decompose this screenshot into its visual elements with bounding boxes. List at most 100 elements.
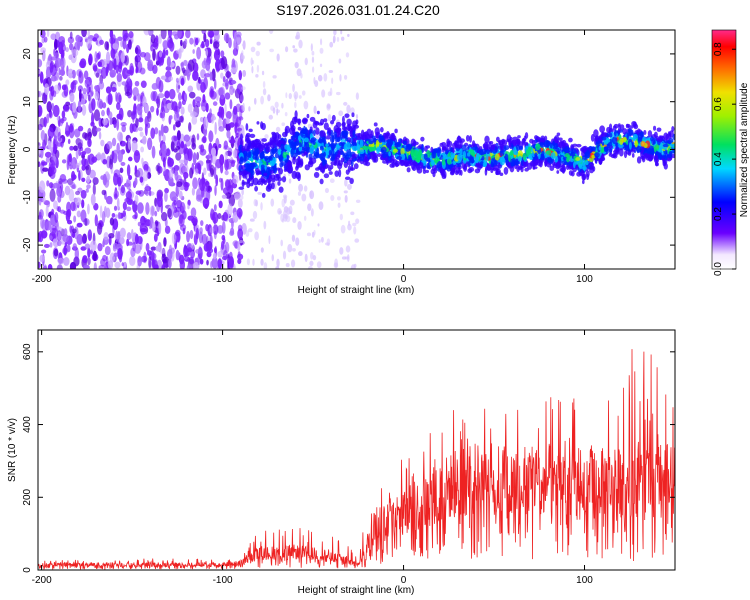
heatmap-cell — [38, 232, 42, 243]
heatmap-cell — [661, 154, 667, 159]
heatmap-cell — [329, 178, 335, 183]
heatmap-cell — [278, 186, 284, 193]
heatmap-cell — [407, 154, 411, 161]
colorbar: 0.0 0.2 0.4 0.6 0.8 Normalized spectral ampl… — [711, 29, 750, 276]
heatmap-cell — [351, 153, 358, 159]
heatmap-cell — [469, 149, 475, 156]
heatmap-cell — [297, 118, 301, 126]
heatmap-cell — [176, 181, 183, 188]
heatmap-cell — [254, 168, 260, 173]
heatmap-cell — [276, 53, 280, 62]
heatmap-cell — [340, 30, 343, 35]
heatmap-cell — [121, 124, 126, 133]
heatmap-cell — [54, 52, 60, 60]
snr-line — [38, 349, 675, 570]
heatmap-cell — [197, 162, 201, 171]
heatmap-cell — [38, 104, 43, 117]
heatmap-cell — [176, 130, 181, 141]
heatmap-cell — [352, 222, 357, 227]
heatmap-cell — [115, 64, 119, 74]
heatmap-cell — [186, 148, 193, 162]
heatmap-cell — [184, 181, 188, 187]
heatmap-cell — [561, 163, 565, 170]
heatmap-cell — [303, 100, 309, 110]
heatmap-cell — [325, 242, 330, 246]
heatmap-cell — [310, 208, 314, 217]
heatmap-cell — [115, 214, 118, 219]
heatmap-cell — [92, 177, 99, 185]
heatmap-cell — [293, 143, 297, 151]
heatmap-cell — [63, 104, 67, 111]
heatmap-cell — [217, 225, 224, 234]
heatmap-cell — [335, 121, 342, 128]
heatmap-cell — [256, 41, 261, 46]
heatmap-cell — [194, 168, 199, 176]
heatmap-cell — [575, 157, 581, 161]
heatmap-cell — [127, 241, 134, 246]
heatmap-cell — [91, 98, 96, 111]
heatmap-cell — [323, 173, 330, 179]
heatmap-cell — [45, 220, 52, 231]
heatmap-cell — [222, 76, 226, 83]
heatmap-cell — [192, 177, 198, 190]
heatmap-cell — [71, 183, 77, 190]
heatmap-cell — [120, 121, 127, 127]
heatmap-cell — [65, 79, 70, 86]
heatmap-cell — [44, 151, 52, 158]
heatmap-cell — [241, 86, 246, 91]
heatmap-cell — [525, 149, 529, 158]
heatmap-cell — [223, 140, 229, 150]
heatmap-cell — [282, 250, 287, 260]
heatmap-cell — [75, 190, 81, 196]
heatmap-cell — [239, 94, 244, 102]
heatmap-cell — [175, 145, 181, 151]
heatmap-cell — [179, 202, 186, 214]
heatmap-cell — [535, 143, 541, 151]
heatmap-cell — [59, 209, 66, 214]
heatmap-cell — [539, 137, 545, 144]
heatmap-cell — [347, 183, 352, 190]
x-tick-label: 0 — [401, 274, 407, 285]
heatmap-cell — [198, 169, 201, 175]
heatmap-cell — [45, 156, 50, 163]
heatmap-cell — [330, 120, 335, 125]
heatmap-cell — [175, 229, 181, 237]
heatmap-cell — [223, 249, 228, 261]
heatmap-cell — [70, 201, 76, 212]
heatmap-cell — [102, 118, 108, 126]
heatmap-cell — [335, 153, 341, 159]
heatmap-cell — [425, 157, 431, 162]
heatmap-cell — [69, 145, 74, 151]
heatmap-cell — [117, 212, 121, 220]
heatmap-cell — [48, 182, 54, 189]
heatmap-cell — [476, 152, 480, 161]
heatmap-cell — [303, 151, 308, 156]
heatmap-cell — [545, 150, 552, 155]
heatmap-cell — [338, 168, 342, 178]
heatmap-cell — [313, 171, 320, 178]
heatmap-cell — [211, 68, 216, 82]
heatmap-cell — [252, 177, 259, 186]
heatmap-cell — [162, 49, 166, 59]
heatmap-cell — [95, 72, 100, 78]
heatmap-cell — [379, 135, 385, 140]
heatmap-cell — [120, 184, 125, 194]
heatmap-cell — [482, 161, 488, 168]
heatmap-cell — [304, 253, 308, 263]
heatmap-cell — [271, 254, 275, 262]
heatmap-cell — [345, 52, 350, 58]
heatmap-cell — [671, 153, 675, 159]
heatmap-cell — [221, 234, 226, 241]
heatmap-cell — [655, 154, 659, 162]
heatmap-cell — [309, 191, 312, 198]
heatmap-cell — [56, 186, 62, 197]
heatmap-cell — [116, 174, 124, 185]
heatmap-cell — [653, 146, 657, 153]
heatmap-cell — [357, 150, 361, 154]
heatmap-cell — [256, 121, 260, 125]
heatmap-cell — [183, 92, 188, 103]
heatmap-cell — [246, 177, 251, 184]
heatmap-cell — [160, 75, 167, 80]
heatmap-cell — [171, 196, 179, 203]
heatmap-cell — [135, 190, 142, 195]
